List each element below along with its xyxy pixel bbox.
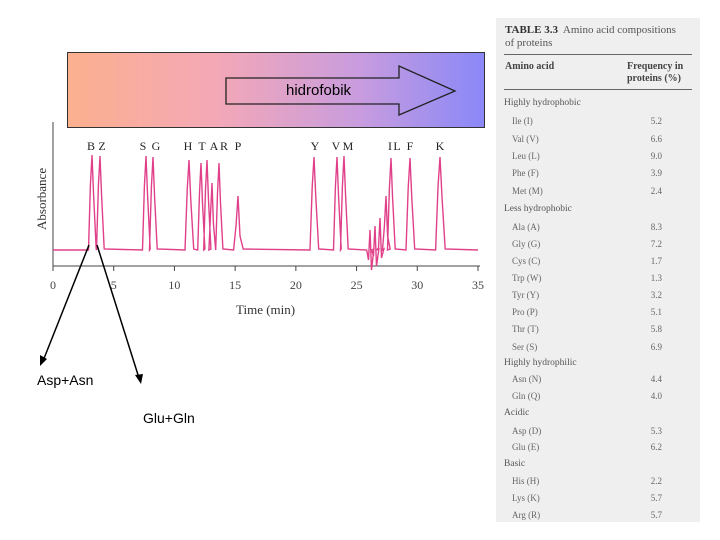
glu-gln-arrow [96,244,140,379]
table-row-amino-acid: Trp (W) [512,273,542,283]
glu-gln-label: Glu+Gln [143,410,195,426]
table-row-amino-acid: Asp (D) [512,426,542,436]
table-top-rule [504,54,692,55]
x-tick-label: 15 [229,278,241,292]
asp-asn-label: Asp+Asn [37,372,94,388]
asp-asn-arrow [42,244,90,362]
table-row-frequency: 2.4 [650,186,662,196]
table-category: Highly hydrophilic [504,358,577,368]
banner-label: hidrofobik [286,82,352,99]
table-row-amino-acid: Ile (I) [512,116,533,126]
table-row-frequency: 5.7 [650,493,662,503]
table-row-amino-acid: Lys (K) [512,493,540,503]
y-axis-label: Absorbance [34,168,49,230]
table-row-frequency: 5.8 [650,324,662,334]
table-row-frequency: 8.3 [650,222,662,232]
col-header-frequency-2: proteins (%) [627,73,681,84]
table-row-amino-acid: Arg (R) [512,510,541,520]
table-category: Basic [504,459,526,469]
table-row-amino-acid: His (H) [512,476,540,486]
peak-label: I [388,139,392,153]
table-row-amino-acid: Gln (Q) [512,391,541,401]
peak-label: P [235,139,242,153]
table-category: Highly hydrophobic [504,98,581,108]
table-category: Less hydrophobic [504,204,572,214]
table-row-amino-acid: Gly (G) [512,239,541,249]
table-title: TABLE 3.3 Amino acid compositions [505,24,676,36]
peak-label: H [184,139,193,153]
asp-asn-arrowhead-icon [40,355,47,366]
table-title-line2: of proteins [505,37,553,49]
x-tick-label: 10 [168,278,180,292]
table-row-frequency: 5.1 [650,307,662,317]
peak-label: A [210,139,219,153]
peak-label: B [87,139,95,153]
table-category: Acidic [504,408,530,418]
x-tick-label: 35 [472,278,484,292]
peak-label: T [198,139,206,153]
table-row-amino-acid: Leu (L) [512,151,540,161]
peak-label: Y [311,139,320,153]
table-row-amino-acid: Pro (P) [512,307,538,317]
peak-label: Z [98,139,105,153]
table-row-frequency: 3.2 [650,290,662,300]
table-row-amino-acid: Ser (S) [512,342,538,352]
glu-gln-arrowhead-icon [135,374,143,384]
table-title-line1: Amino acid compositions [562,24,676,36]
table-row-frequency: 6.9 [650,342,662,352]
table-row-amino-acid: Ala (A) [512,222,540,232]
table-row-frequency: 7.2 [650,239,662,249]
peak-label: R [220,139,228,153]
peak-label: M [343,139,354,153]
table-row-amino-acid: Cys (C) [512,256,541,266]
table-row-frequency: 4.4 [650,374,662,384]
table-row-frequency: 3.9 [650,168,662,178]
peak-label: F [407,139,414,153]
x-tick-label: 25 [351,278,363,292]
peak-label: K [436,139,445,153]
amino-acid-composition-table: TABLE 3.3 Amino acid compositions of pro… [496,18,700,522]
x-tick-label: 0 [50,278,56,292]
x-axis-label: Time (min) [236,302,295,317]
peak-label: G [152,139,161,153]
peak-label: S [140,139,147,153]
peak-label: L [393,139,400,153]
table-row-frequency: 9.0 [650,151,662,161]
x-tick-label: 5 [111,278,117,292]
table-row-amino-acid: Tyr (Y) [512,290,540,300]
table-row-frequency: 1.3 [650,273,662,283]
table-row-frequency: 6.2 [650,442,662,452]
table-row-amino-acid: Thr (T) [512,324,539,334]
table-row-frequency: 5.3 [650,426,662,436]
table-header-rule [504,89,692,90]
table-row-amino-acid: Phe (F) [512,168,539,178]
table-number: TABLE 3.3 [505,24,558,36]
table-row-frequency: 5.2 [650,116,662,126]
col-header-amino-acid: Amino acid [505,61,555,72]
table-row-amino-acid: Glu (E) [512,442,540,452]
table-row-frequency: 2.2 [650,476,662,486]
chromatogram-trace [53,154,479,271]
peak-label: V [332,139,341,153]
table-row-amino-acid: Asn (N) [512,374,542,384]
table-row-amino-acid: Val (V) [512,134,539,144]
x-tick-label: 20 [290,278,302,292]
table-row-frequency: 5.7 [650,510,662,520]
table-row-frequency: 6.6 [650,134,662,144]
table-row-frequency: 4.0 [650,391,662,401]
col-header-frequency-1: Frequency in [627,61,684,72]
table-row-amino-acid: Met (M) [512,186,543,196]
hydrophobicity-gradient-banner [67,52,485,128]
x-tick-label: 30 [411,278,423,292]
table-row-frequency: 1.7 [650,256,662,266]
